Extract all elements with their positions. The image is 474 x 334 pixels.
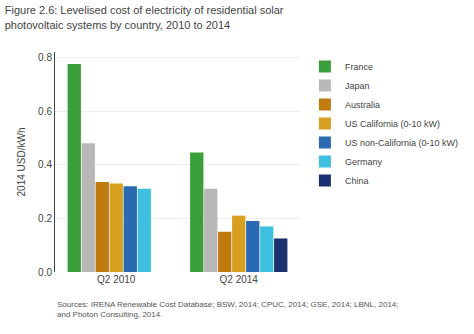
svg-text:0.8: 0.8 [38, 52, 52, 63]
svg-text:France: France [345, 62, 373, 72]
svg-text:Q2 2010: Q2 2010 [97, 274, 136, 285]
svg-text:0.6: 0.6 [38, 106, 52, 117]
svg-text:Japan: Japan [345, 81, 370, 91]
svg-text:0.4: 0.4 [38, 159, 52, 170]
svg-text:Q2 2014: Q2 2014 [220, 274, 259, 285]
svg-text:0.2: 0.2 [38, 213, 52, 224]
svg-text:Figure 2.6: Levelised cost of: Figure 2.6: Levelised cost of electricit… [5, 4, 284, 30]
svg-text:Australia: Australia [345, 100, 380, 110]
svg-text:US non-California (0-10 kW): US non-California (0-10 kW) [345, 138, 458, 148]
svg-text:US California (0-10 kW): US California (0-10 kW) [345, 119, 440, 129]
svg-text:0.0: 0.0 [38, 267, 52, 278]
svg-text:China: China [345, 176, 369, 186]
svg-text:Germany: Germany [345, 157, 383, 167]
svg-text:Sources: IRENA Renewable Cost: Sources: IRENA Renewable Cost Database; … [57, 300, 399, 319]
svg-text:2014 USD/kWh: 2014 USD/kWh [16, 128, 27, 197]
